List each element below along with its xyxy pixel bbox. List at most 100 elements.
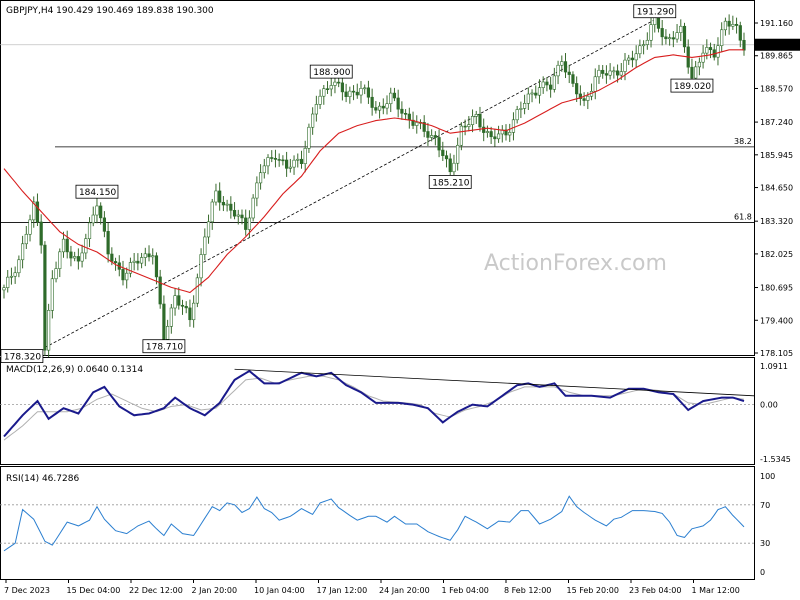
candle-body (531, 93, 534, 94)
candle-body (122, 269, 125, 280)
candle-body (468, 125, 471, 127)
candle-body (356, 92, 359, 95)
candle-body (174, 296, 177, 308)
candle-body (304, 148, 307, 163)
candle-body (215, 191, 218, 202)
time-axis-label: 17 Jan 12:00 (317, 586, 368, 595)
candle-body (252, 198, 255, 218)
candle-body (449, 159, 452, 172)
time-axis-label: 1 Feb 04:00 (442, 586, 489, 595)
candle-body (378, 106, 381, 110)
candle-body (322, 89, 325, 97)
candle-body (114, 261, 117, 262)
candle-body (148, 254, 151, 257)
candle-body (456, 145, 459, 163)
candle-body (77, 256, 80, 261)
candle-body (185, 306, 188, 308)
candle-body (189, 308, 192, 320)
candle-body (6, 277, 9, 287)
candle-body (315, 104, 318, 114)
candle-body (620, 72, 623, 76)
candle-body (21, 244, 24, 260)
time-axis-label: 8 Feb 12:00 (504, 586, 551, 595)
candle-body (159, 277, 162, 304)
candle-body (445, 156, 448, 159)
time-axis-label: 24 Jan 20:00 (379, 586, 430, 595)
time-axis-label: 15 Dec 04:00 (67, 586, 121, 595)
candle-body (520, 108, 523, 109)
candle-body (609, 71, 612, 75)
candle-body (601, 70, 604, 73)
candle-body (587, 96, 590, 100)
candle-body (85, 239, 88, 253)
candle-body (282, 160, 285, 161)
candle-body (627, 58, 630, 60)
candle-body (497, 134, 500, 139)
candle-body (386, 104, 389, 108)
price-axis-label: 191.160 (760, 19, 793, 28)
price-label: 184.150 (79, 188, 116, 198)
macd-layer (0, 369, 754, 440)
candle-body (58, 252, 61, 269)
price-label: 189.020 (674, 82, 711, 92)
candle-body (14, 273, 17, 277)
candle-body (453, 163, 456, 172)
candle-body (538, 88, 541, 95)
candle-body (598, 70, 601, 77)
candle-body (691, 67, 694, 78)
macd-line (4, 371, 744, 437)
candle-body (375, 108, 378, 111)
candle-body (508, 132, 511, 135)
candle-body (720, 30, 723, 46)
candle-body (226, 204, 229, 205)
rsi-axis-label: 0 (760, 568, 765, 577)
candle-body (51, 279, 54, 311)
candle-body (334, 82, 337, 85)
candle-body (319, 96, 322, 104)
time-axis-label: 22 Dec 12:00 (129, 586, 183, 595)
candle-body (163, 304, 166, 339)
price-label: 178.320 (4, 353, 41, 363)
candle-body (263, 166, 266, 173)
candle-body (557, 65, 560, 76)
candle-body (560, 62, 563, 66)
candle-body (244, 218, 247, 230)
price-axis-label: 188.570 (760, 84, 793, 93)
price-axis-label: 182.025 (760, 250, 793, 259)
last-price-tag-label: 190.300 (759, 41, 796, 50)
macd-axis-label: 1.0911 (760, 362, 788, 371)
candle-body (523, 103, 526, 108)
candle-body (241, 215, 244, 218)
candle-body (18, 260, 21, 273)
candle-body (73, 256, 76, 258)
candle-body (709, 47, 712, 49)
price-label: 188.900 (313, 68, 350, 78)
macd-title: MACD(12,26,9) 0.0640 0.1314 (6, 365, 143, 375)
candle-body (393, 93, 396, 98)
candle-body (367, 88, 370, 97)
candle-body (308, 127, 311, 148)
candle-body (613, 71, 616, 72)
candle-body (460, 126, 463, 145)
candle-body (605, 74, 608, 76)
price-label: 191.290 (637, 8, 674, 18)
candle-body (549, 85, 552, 89)
candle-body (661, 28, 664, 36)
time-axis-label: 7 Dec 2023 (4, 586, 50, 595)
candle-body (259, 173, 262, 183)
candle-body (717, 46, 720, 57)
candle-body (624, 60, 627, 71)
macd-axis-label: -1.5345 (760, 455, 791, 464)
candle-body (29, 220, 32, 234)
candle-body (278, 159, 281, 160)
candle-body (616, 71, 619, 75)
candle-body (92, 215, 95, 223)
rsi-axis-label: 70 (760, 501, 770, 510)
candle-body (512, 120, 515, 133)
candle-body (706, 47, 709, 53)
candle-body (3, 288, 6, 290)
candle-body (311, 114, 314, 127)
candle-body (490, 131, 493, 136)
candle-body (133, 261, 136, 262)
